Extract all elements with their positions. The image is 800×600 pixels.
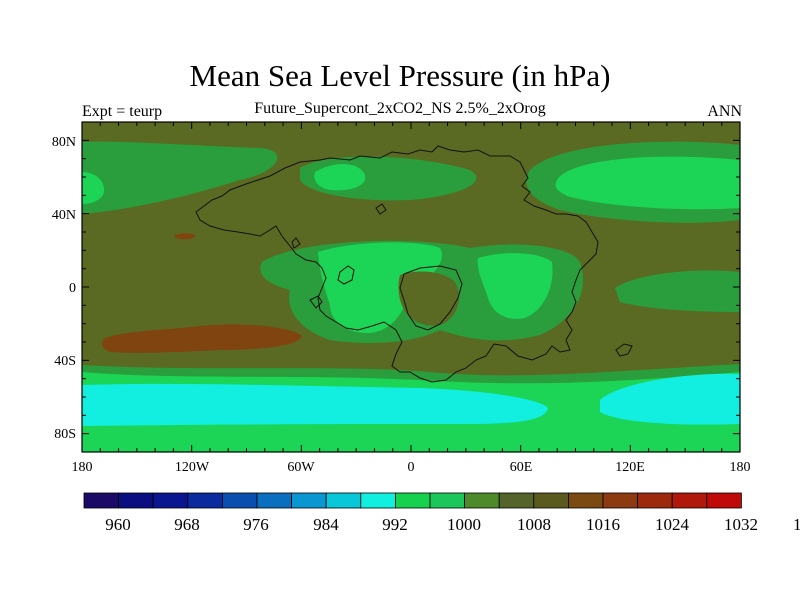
y-axis: 80N 40N 0 40S 80S: [52, 135, 76, 442]
colorbar-swatch: [394, 492, 431, 509]
axis-ticks: [81, 121, 741, 453]
y-tick-label: 0: [69, 281, 76, 296]
band-1024-south: [101, 324, 302, 353]
colorbar-swatch: [187, 492, 223, 509]
map-subtitle: Future_Supercont_2xCO2_NS 2.5%_2xOrog: [254, 100, 546, 117]
colorbar-swatch: [498, 492, 535, 509]
colorbar-swatch: [568, 492, 604, 509]
coastline: [195, 145, 599, 383]
band-1004-central-north: [314, 164, 366, 191]
contour-field: [82, 122, 740, 452]
colorbar-swatch: [221, 492, 258, 509]
x-tick-label: 60W: [287, 460, 315, 475]
map-title: Mean Sea Level Pressure (in hPa): [189, 58, 611, 93]
x-tick-label: 120W: [175, 460, 210, 475]
x-tick-label: 180: [730, 460, 751, 475]
colorbar-swatch: [83, 492, 119, 509]
band-1004-tropics-east: [477, 253, 553, 319]
y-tick-label: 80S: [54, 427, 76, 442]
band-1004-north-east: [555, 156, 740, 210]
colorbar-label: 976: [243, 515, 269, 534]
colorbar-label: 1024: [655, 515, 690, 534]
coastline-inlet: [399, 265, 463, 331]
colorbar-label: 984: [313, 515, 339, 534]
band-1016-inland: [398, 271, 460, 326]
x-tick-label: 180: [72, 460, 93, 475]
x-tick-label: 0: [408, 460, 415, 475]
colorbar-label: 992: [382, 515, 408, 534]
x-tick-label: 120E: [615, 460, 645, 475]
colorbar-label: 1032: [724, 515, 758, 534]
band-1004-north-west: [82, 172, 105, 204]
band-1024-north: [175, 233, 196, 240]
band-1004-tropics-west: [318, 242, 442, 334]
colorbar-label: 960: [105, 515, 131, 534]
colorbar-swatch: [637, 492, 673, 509]
colorbar-swatch: [706, 492, 742, 509]
colorbar-swatch: [256, 492, 292, 509]
band-996-south-west: [82, 383, 548, 426]
colorbar-labels: 960 968 976 984 992 1000 1008 1016 1024 …: [105, 515, 800, 534]
colorbar-swatch: [671, 492, 708, 509]
x-tick-label: 60E: [510, 460, 533, 475]
colorbar-swatch: [429, 492, 465, 509]
colorbar-swatch: [533, 492, 569, 509]
y-tick-label: 80N: [52, 135, 76, 150]
band-996-south-east: [600, 373, 740, 425]
colorbar-swatch: [325, 492, 362, 509]
y-tick-label: 40S: [54, 354, 76, 369]
colorbar-swatch: [360, 492, 396, 509]
colorbar-swatch: [291, 492, 327, 509]
colorbar-label: 1016: [586, 515, 620, 534]
colorbar-label: 1000: [447, 515, 481, 534]
colorbar-label: 1008: [517, 515, 551, 534]
colorbar-swatch: [464, 492, 500, 509]
season-label: ANN: [707, 103, 742, 120]
colorbar-swatch: [602, 492, 638, 509]
band-1008-north-west: [82, 141, 278, 214]
band-1008-east: [615, 270, 740, 312]
colorbar: [83, 492, 742, 509]
y-tick-label: 40N: [52, 208, 76, 223]
colorbar-label: 1040: [793, 515, 800, 534]
colorbar-swatch: [118, 492, 154, 509]
colorbar-label: 968: [174, 515, 200, 534]
colorbar-swatch: [152, 492, 189, 509]
x-axis: 180 120W 60W 0 60E 120E 180: [72, 460, 751, 475]
coastline-islands: [291, 203, 633, 357]
experiment-label: Expt = teurp: [82, 103, 163, 120]
